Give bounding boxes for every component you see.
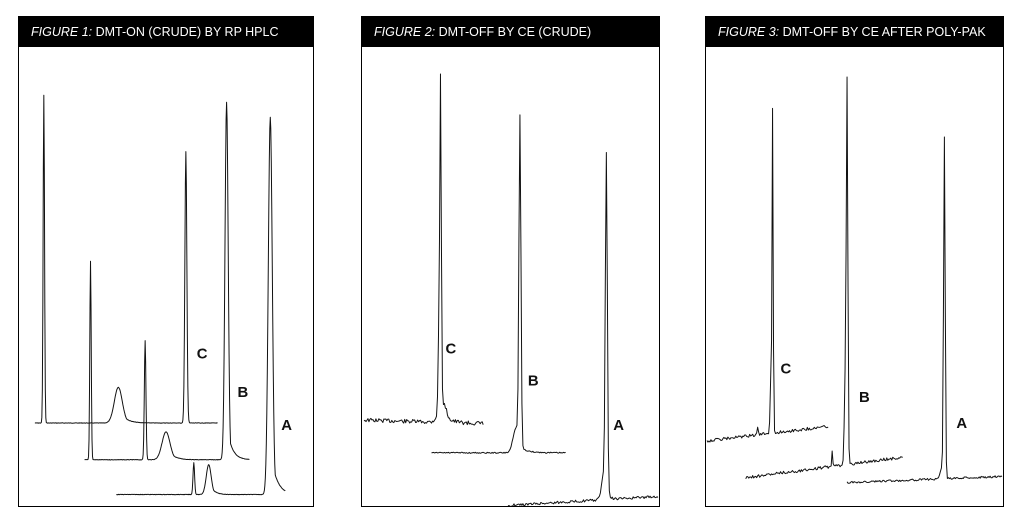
figure-2-peak-label-a: A [613,418,624,434]
figure-2-panel: FIGURE 2: DMT-OFF BY CE (CRUDE) C B A [361,16,660,507]
figure-2-trace-b [431,114,566,454]
figure-1-trace-a [116,116,286,496]
figure-3-traces [706,76,1003,484]
figure-1-peak-label-b: B [238,385,249,401]
figure-3-title: FIGURE 3: DMT-OFF BY CE AFTER POLY-PAK [706,17,1003,47]
figure-3-electropherogram: C B A [706,76,1003,484]
figure-2-peak-label-b: B [528,373,539,389]
figure-1-caption: DMT-ON (CRUDE) BY RP HPLC [95,25,279,39]
figure-2-electropherogram: C B A [363,73,659,506]
figure-3-trace-c [706,107,829,443]
figure-2-trace-c [363,73,484,426]
figure-2-title: FIGURE 2: DMT-OFF BY CE (CRUDE) [362,17,659,47]
figure-1-panel: FIGURE 1: DMT-ON (CRUDE) BY RP HPLC C B … [18,16,314,507]
figure-3-peak-label-b: B [859,390,870,406]
figure-2-trace-a [507,151,659,506]
figure-2-label: FIGURE 2: [374,25,436,39]
figure-1-label: FIGURE 1: [31,25,93,39]
figure-3-trace-a [846,136,1003,484]
figure-1-traces [34,94,286,496]
figure-3-peak-label-c: C [780,361,791,377]
figure-3-caption: DMT-OFF BY CE AFTER POLY-PAK [782,25,986,39]
figure-3-peak-label-a: A [956,416,967,432]
figure-1-trace-c [34,94,218,424]
figure-1-title: FIGURE 1: DMT-ON (CRUDE) BY RP HPLC [19,17,313,47]
figure-3-label: FIGURE 3: [718,25,780,39]
figure-3-panel: FIGURE 3: DMT-OFF BY CE AFTER POLY-PAK C… [705,16,1004,507]
figure-1-peak-label-c: C [197,346,208,362]
figure-2-traces [363,73,659,506]
figure-2-peak-label-c: C [445,341,456,357]
figure-2-caption: DMT-OFF BY CE (CRUDE) [438,25,592,39]
figure-1-chromatogram: C B A [34,94,292,496]
figure-1-trace-b [84,101,250,461]
figure-3-trace-b [745,76,903,480]
figure-1-peak-label-a: A [281,418,292,434]
